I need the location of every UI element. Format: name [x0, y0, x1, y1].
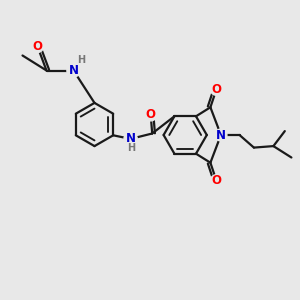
Text: H: H	[127, 143, 135, 153]
Circle shape	[210, 175, 222, 187]
Circle shape	[124, 132, 137, 146]
Text: O: O	[212, 83, 221, 96]
Circle shape	[32, 40, 44, 52]
Circle shape	[210, 83, 222, 95]
Text: O: O	[32, 40, 43, 53]
Text: O: O	[146, 108, 156, 122]
Circle shape	[215, 129, 227, 141]
Circle shape	[145, 109, 157, 121]
Circle shape	[67, 64, 80, 77]
Text: O: O	[212, 174, 221, 187]
Text: H: H	[77, 55, 86, 65]
Text: N: N	[68, 64, 79, 77]
Text: N: N	[216, 128, 226, 142]
Text: N: N	[126, 132, 136, 146]
